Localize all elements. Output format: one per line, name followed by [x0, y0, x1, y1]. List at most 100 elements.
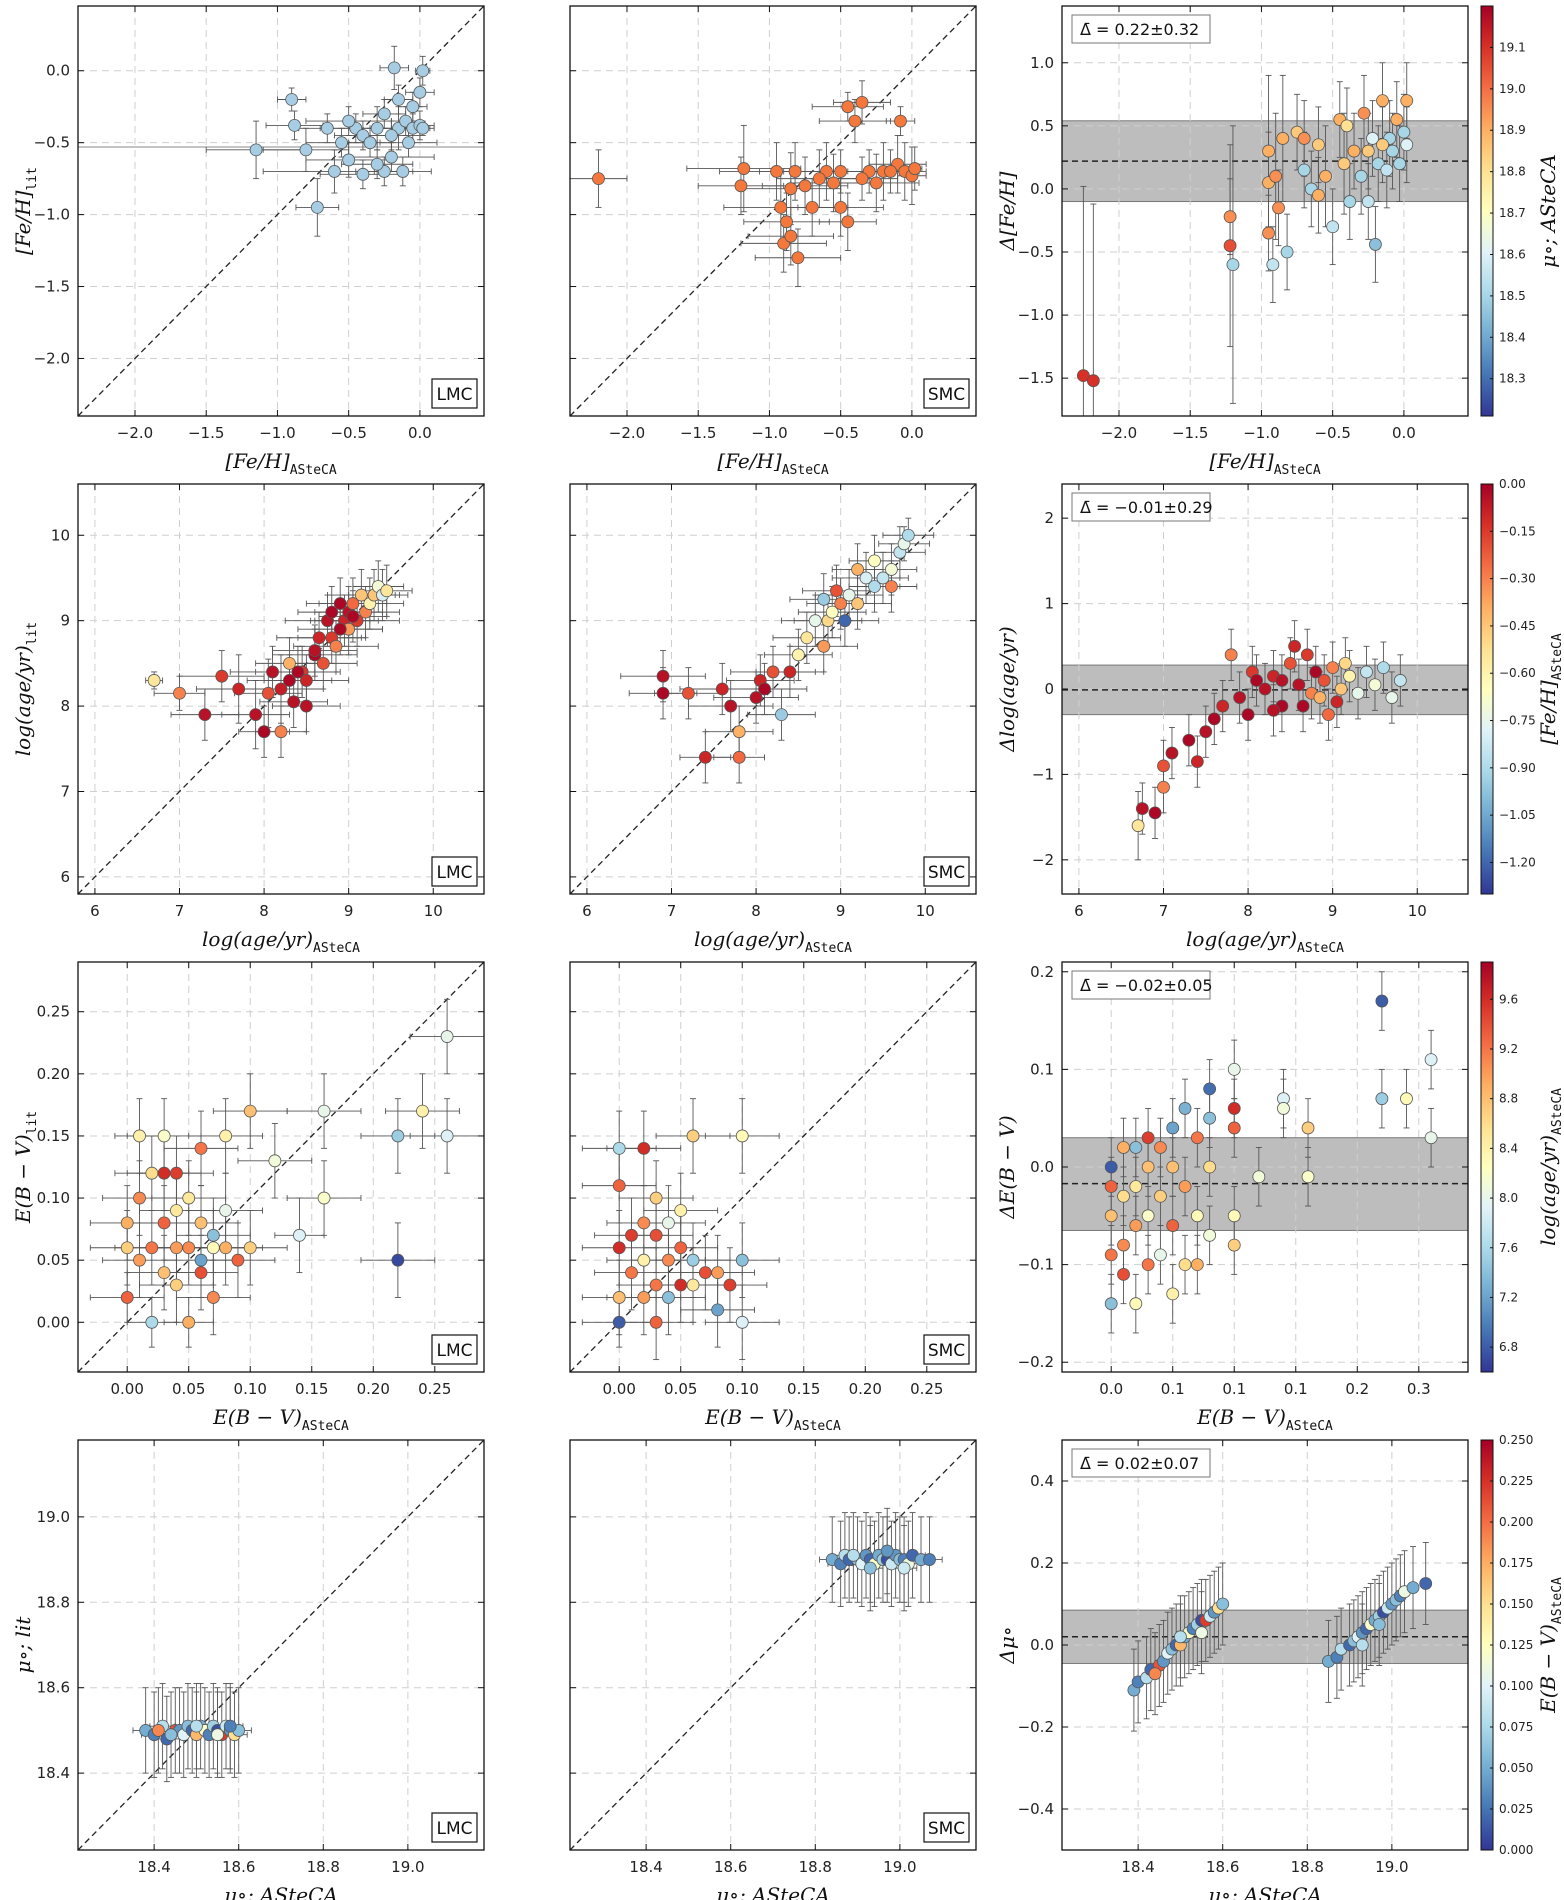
data-point[interactable]: [1141, 1209, 1155, 1223]
data-point[interactable]: [1157, 780, 1170, 794]
data-point[interactable]: [1227, 1238, 1241, 1252]
data-point[interactable]: [894, 114, 907, 128]
data-point[interactable]: [625, 1266, 638, 1280]
data-point[interactable]: [1369, 238, 1382, 251]
data-point[interactable]: [1182, 733, 1196, 747]
data-point[interactable]: [164, 1728, 178, 1742]
data-point[interactable]: [145, 1241, 159, 1255]
data-point[interactable]: [1266, 258, 1280, 272]
data-point[interactable]: [1376, 94, 1389, 108]
data-point[interactable]: [735, 1129, 749, 1143]
data-point[interactable]: [170, 1166, 183, 1180]
data-point[interactable]: [1154, 1248, 1167, 1262]
data-point[interactable]: [758, 682, 771, 696]
data-point[interactable]: [1368, 678, 1382, 692]
data-point[interactable]: [784, 229, 798, 243]
data-point[interactable]: [194, 1253, 208, 1267]
data-point[interactable]: [1129, 1180, 1143, 1193]
data-point[interactable]: [206, 1241, 220, 1255]
data-point[interactable]: [1338, 656, 1352, 670]
data-point[interactable]: [1372, 1618, 1386, 1631]
data-point[interactable]: [1166, 1219, 1180, 1232]
data-point[interactable]: [612, 1141, 626, 1155]
data-point[interactable]: [1301, 1121, 1315, 1135]
data-point[interactable]: [1117, 1141, 1130, 1154]
data-point[interactable]: [791, 648, 805, 662]
data-point[interactable]: [385, 129, 398, 142]
data-point[interactable]: [1203, 1228, 1217, 1242]
data-point[interactable]: [320, 121, 334, 135]
data-point[interactable]: [380, 584, 394, 598]
data-point[interactable]: [392, 93, 405, 106]
data-point[interactable]: [1104, 1297, 1118, 1311]
data-point[interactable]: [1351, 686, 1365, 700]
data-point[interactable]: [268, 1154, 282, 1168]
data-point[interactable]: [342, 153, 356, 167]
data-point[interactable]: [817, 639, 831, 653]
data-point[interactable]: [674, 1278, 688, 1292]
data-point[interactable]: [649, 1228, 663, 1242]
data-point[interactable]: [1390, 113, 1404, 126]
data-point[interactable]: [592, 172, 605, 186]
data-point[interactable]: [1340, 119, 1354, 133]
data-point[interactable]: [329, 639, 343, 653]
data-point[interactable]: [1166, 1160, 1180, 1174]
data-point[interactable]: [1224, 648, 1238, 662]
data-point[interactable]: [190, 1719, 203, 1733]
data-point[interactable]: [1297, 163, 1311, 177]
data-point[interactable]: [625, 1228, 638, 1242]
data-point[interactable]: [317, 1104, 331, 1118]
data-point[interactable]: [711, 1303, 725, 1317]
data-point[interactable]: [291, 665, 305, 679]
data-point[interactable]: [1297, 132, 1311, 145]
data-point[interactable]: [788, 165, 802, 178]
data-point[interactable]: [1104, 1160, 1118, 1174]
data-point[interactable]: [1117, 1238, 1130, 1252]
data-point[interactable]: [612, 1179, 626, 1193]
data-point[interactable]: [834, 165, 848, 178]
data-point[interactable]: [1334, 682, 1348, 696]
data-point[interactable]: [1366, 132, 1379, 145]
data-point[interactable]: [285, 93, 299, 106]
data-point[interactable]: [157, 1166, 171, 1180]
data-point[interactable]: [1312, 138, 1325, 152]
data-point[interactable]: [346, 597, 360, 610]
data-point[interactable]: [1227, 1209, 1241, 1223]
data-point[interactable]: [170, 1204, 183, 1217]
data-point[interactable]: [1104, 1180, 1118, 1193]
data-point[interactable]: [377, 107, 391, 121]
data-point[interactable]: [1376, 138, 1389, 152]
data-point[interactable]: [1241, 708, 1255, 722]
data-point[interactable]: [830, 584, 843, 598]
data-point[interactable]: [1262, 144, 1275, 158]
data-point[interactable]: [698, 750, 712, 764]
data-point[interactable]: [1203, 1082, 1217, 1096]
data-point[interactable]: [1233, 691, 1247, 704]
data-point[interactable]: [656, 686, 670, 700]
data-point[interactable]: [897, 1561, 911, 1575]
data-point[interactable]: [649, 1278, 663, 1292]
data-point[interactable]: [413, 85, 427, 99]
data-point[interactable]: [1154, 1141, 1167, 1154]
data-point[interactable]: [215, 669, 229, 683]
data-point[interactable]: [1148, 806, 1162, 820]
data-point[interactable]: [1178, 1180, 1192, 1193]
data-point[interactable]: [243, 1241, 257, 1255]
data-point[interactable]: [219, 1241, 233, 1255]
data-point[interactable]: [391, 1253, 405, 1267]
data-point[interactable]: [724, 699, 738, 713]
data-point[interactable]: [342, 114, 356, 128]
data-point[interactable]: [249, 143, 263, 157]
data-point[interactable]: [1357, 106, 1371, 120]
data-point[interactable]: [698, 1266, 712, 1280]
data-point[interactable]: [637, 1141, 651, 1155]
data-point[interactable]: [825, 605, 839, 619]
data-point[interactable]: [863, 1561, 877, 1575]
data-point[interactable]: [637, 1291, 651, 1304]
data-point[interactable]: [182, 1241, 196, 1255]
data-point[interactable]: [1166, 1121, 1180, 1135]
data-point[interactable]: [333, 622, 347, 636]
data-point[interactable]: [855, 172, 869, 186]
data-point[interactable]: [1216, 699, 1230, 713]
data-point[interactable]: [198, 708, 212, 722]
